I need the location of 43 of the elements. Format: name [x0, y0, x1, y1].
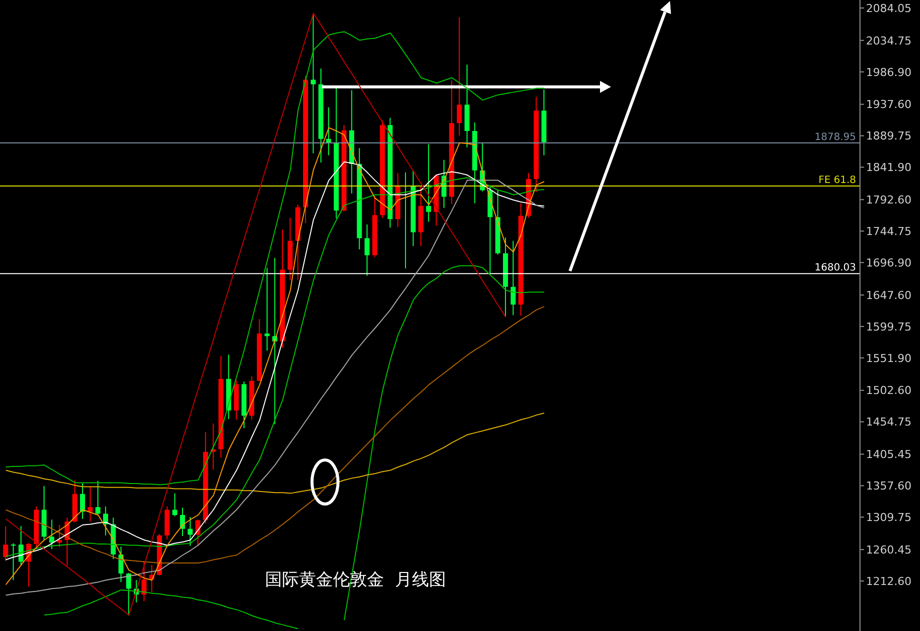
candlestick	[56, 524, 62, 548]
y-tick-label: 1260.45	[866, 543, 912, 556]
y-tick-label: 1454.75	[866, 416, 912, 429]
y-tick-label: 1937.60	[866, 98, 912, 112]
line-series	[5, 31, 545, 486]
y-tick-label: 1357.60	[866, 480, 912, 493]
candlestick	[310, 13, 316, 154]
candlestick	[188, 516, 193, 546]
ref-line-label: FE 61.8	[818, 175, 856, 186]
candlestick	[364, 224, 370, 276]
candlestick	[126, 572, 132, 616]
candlestick	[95, 480, 100, 515]
y-tick-label: 1841.90	[866, 161, 912, 174]
y-tick-label: 2034.75	[866, 34, 912, 48]
y-tick-label: 1986.90	[866, 66, 912, 79]
line-series	[5, 412, 545, 494]
candlestick	[456, 16, 462, 136]
y-tick-label: 1551.90	[866, 352, 912, 365]
candlestick	[88, 486, 93, 522]
y-tick-label: 1792.60	[866, 194, 912, 207]
y-tick-label: 1696.90	[866, 256, 912, 270]
candlestick	[172, 492, 178, 517]
candlestick	[3, 526, 8, 562]
y-tick-label: 1502.60	[866, 384, 912, 398]
y-tick-label: 1889.75	[866, 130, 912, 143]
y-tick-label: 1744.75	[866, 225, 912, 238]
candlestick	[142, 560, 147, 602]
ref-line-label: 1878.95	[814, 132, 856, 143]
candlestick	[10, 542, 16, 581]
candlestick	[80, 482, 86, 520]
y-tick-label: 2084.05	[866, 2, 912, 15]
candlestick	[264, 267, 270, 352]
y-tick-label: 1212.60	[866, 574, 912, 588]
y-tick-label: 1599.75	[866, 320, 912, 334]
y-tick-label: 1309.75	[866, 511, 912, 524]
candlestick	[180, 507, 185, 537]
ref-line-label: 1680.03	[814, 262, 856, 274]
y-tick-label: 1405.45	[866, 448, 912, 462]
line-series	[5, 12, 506, 616]
candlestick	[510, 240, 516, 316]
y-tick-label: 1647.60	[866, 288, 912, 302]
candlestick	[49, 519, 54, 550]
candlestick	[426, 144, 432, 222]
